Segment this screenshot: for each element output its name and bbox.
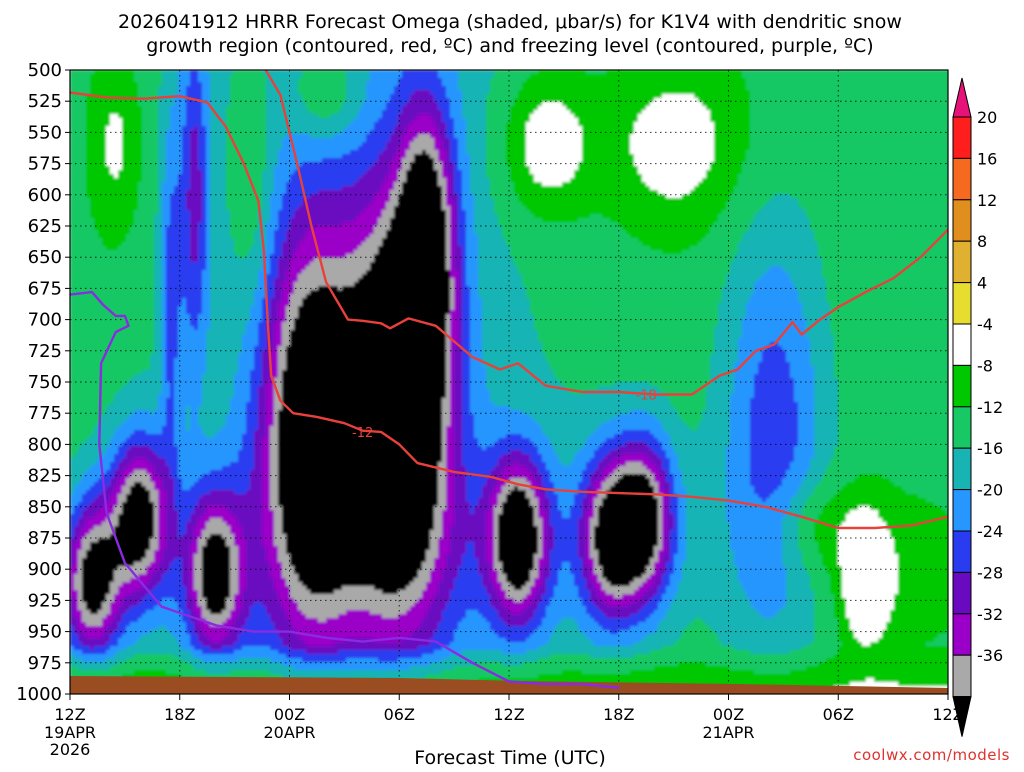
colorbar-label: 20 [977, 108, 997, 127]
y-tick-label: 875 [28, 528, 62, 549]
x-tick-label: 12Z [493, 705, 524, 724]
colorbar-swatch [953, 324, 971, 365]
x-tick-label: 06Z [823, 705, 854, 724]
colorbar-label: -24 [977, 522, 1003, 541]
colorbar-label: 8 [977, 232, 987, 251]
colorbar-swatch [953, 614, 971, 655]
colorbar-swatch [953, 241, 971, 282]
y-tick-label: 775 [28, 403, 62, 424]
y-tick-label: 950 [28, 622, 62, 643]
colorbar-label: -4 [977, 315, 993, 334]
y-tick-label: 900 [28, 559, 62, 580]
y-tick-label: 975 [28, 653, 62, 674]
colorbar-swatch [953, 572, 971, 613]
x-tick-label: 18Z [603, 705, 634, 724]
chart-title-line1: 2026041912 HRRR Forecast Omega (shaded, … [118, 11, 902, 33]
colorbar-swatch [953, 655, 971, 696]
x-axis-label: Forecast Time (UTC) [414, 747, 605, 768]
x-tick-label: 00Z [274, 705, 305, 724]
colorbar-swatch [953, 365, 971, 406]
colorbar-label: -8 [977, 356, 993, 375]
colorbar-swatch [953, 407, 971, 448]
colorbar-label: 4 [977, 274, 987, 293]
colorbar: 20 16 12 8 4 -4 -8 -12 -16 -20 -24 -28 -32 -36 [953, 78, 1003, 737]
colorbar-swatch [953, 283, 971, 324]
x-tick-label: 00Z [713, 705, 744, 724]
colorbar-swatch [953, 200, 971, 241]
colorbar-swatch [953, 158, 971, 199]
colorbar-label: -32 [977, 605, 1003, 624]
y-tick-label: 575 [28, 154, 62, 175]
x-tick-label: 06Z [384, 705, 415, 724]
y-tick-label: 825 [28, 466, 62, 487]
y-tick-label: 800 [28, 434, 62, 455]
colorbar-swatch [953, 490, 971, 531]
y-tick-label: 525 [28, 91, 62, 112]
colorbar-swatch [953, 531, 971, 572]
colorbar-label: -36 [977, 646, 1003, 665]
colorbar-label: 12 [977, 191, 997, 210]
y-tick-label: 500 [28, 60, 62, 81]
colorbar-swatch [953, 117, 971, 158]
colorbar-label: 16 [977, 149, 997, 168]
colorbar-top-arrow [953, 78, 971, 117]
y-axis: 500 525 550 575 600 625 650 675 700 725 750 775 800 8… [16, 60, 70, 705]
y-tick-label: 600 [28, 185, 62, 206]
colorbar-label: -16 [977, 439, 1003, 458]
x-date-label: 20APR [263, 723, 315, 742]
y-tick-label: 550 [28, 122, 62, 143]
credit-text: coolwx.com/models [853, 746, 1010, 764]
y-tick-label: 1000 [16, 684, 62, 705]
y-tick-label: 750 [28, 372, 62, 393]
y-tick-label: 650 [28, 247, 62, 268]
colorbar-label: -28 [977, 563, 1003, 582]
y-tick-label: 725 [28, 341, 62, 362]
colorbar-label: -12 [977, 398, 1003, 417]
y-tick-label: 675 [28, 278, 62, 299]
y-tick-label: 925 [28, 590, 62, 611]
y-tick-label: 700 [28, 310, 62, 331]
x-tick-label: 18Z [164, 705, 195, 724]
contour-label-2: -18 [636, 388, 657, 403]
x-year-label: 2026 [50, 740, 91, 759]
x-tick-label: 12Z [54, 705, 85, 724]
y-tick-label: 850 [28, 497, 62, 518]
colorbar-label: -20 [977, 481, 1003, 500]
contour-label-1: -12 [352, 426, 373, 441]
colorbar-swatch [953, 448, 971, 489]
x-date-label: 21APR [702, 723, 754, 742]
chart-title-line2: growth region (contoured, red, ºC) and f… [146, 35, 873, 57]
y-tick-label: 625 [28, 216, 62, 237]
